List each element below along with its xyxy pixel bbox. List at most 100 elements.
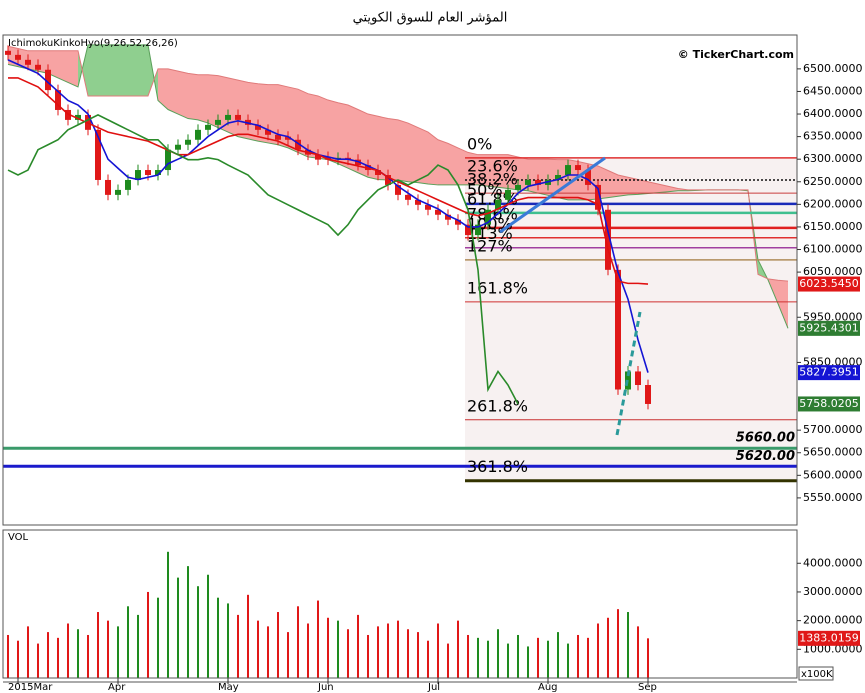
volume-bar (27, 626, 29, 678)
candle-body (5, 50, 11, 55)
fib-label: 38.2% (467, 170, 518, 189)
y-tick-label: 6350.0000 (803, 130, 863, 143)
candle-body (325, 156, 331, 160)
volume-bar (17, 640, 19, 678)
horizontal-line-label: 5620.00 (736, 449, 795, 464)
y-tick-label: 6050.0000 (803, 265, 863, 278)
cloud-segment (538, 159, 548, 196)
volume-bar (7, 634, 9, 678)
volume-bar (97, 612, 99, 678)
volume-panel-border (2, 529, 798, 679)
candle-body (255, 124, 261, 130)
candle-body (55, 90, 61, 110)
volume-bar (497, 629, 499, 678)
value-tag (798, 276, 860, 292)
volume-bar (377, 626, 379, 678)
volume-bar (557, 632, 559, 678)
candle-body (415, 199, 421, 205)
candle-body (505, 189, 511, 200)
indicator-line (7, 59, 649, 373)
volume-bar (287, 632, 289, 678)
volume-bar (227, 603, 229, 678)
candle-body (205, 124, 211, 130)
cloud-segment (438, 139, 448, 185)
volume-bar (487, 640, 489, 678)
candle-body (275, 134, 281, 140)
candle-body (485, 209, 491, 225)
volume-bar (447, 643, 449, 678)
cloud-segment (158, 68, 168, 110)
horizontal-line-label: 5660.00 (736, 431, 795, 446)
candle-body (375, 170, 381, 175)
volume-unit: x100K (801, 669, 833, 680)
volume-bar (107, 620, 109, 678)
value-tag-label: 5758.0205 (799, 397, 859, 410)
volume-bar (57, 637, 59, 678)
cloud-segment (478, 154, 488, 187)
axis-layer: IchimokuKinkoHyo(9,26,52,26,26) © Ticker… (8, 38, 863, 693)
candle-body (495, 199, 501, 210)
cloud-segment (88, 44, 98, 96)
volume-bar (207, 574, 209, 678)
cloud-segment (648, 181, 658, 194)
volume-bar (617, 609, 619, 678)
trend-line (615, 311, 642, 436)
candle-body (455, 219, 461, 225)
value-tag (798, 630, 860, 646)
cloud-segment (108, 44, 118, 96)
x-tick-label: 2015Mar (8, 682, 53, 693)
volume-bar (197, 586, 199, 678)
fib-band (465, 157, 797, 481)
volume-bar (457, 620, 459, 678)
y-tick-label: 6100.0000 (803, 243, 863, 256)
volume-bar (527, 646, 529, 678)
volume-title: VOL (8, 532, 29, 543)
cloud-segment (58, 50, 68, 83)
fib-label: 23.6% (467, 156, 518, 175)
cloud-segment (318, 95, 328, 160)
fib-label: 127% (467, 236, 513, 255)
x-tick-label: Apr (108, 682, 126, 693)
volume-bar (77, 629, 79, 678)
volume-bar (567, 643, 569, 678)
volume-bar (547, 640, 549, 678)
candle-body (125, 179, 131, 190)
x-tick-label: Aug (538, 682, 558, 693)
volume-bar (647, 638, 649, 678)
volume-bar (317, 600, 319, 678)
cloud-segment (488, 154, 498, 188)
fibonacci-layer: 5660.005620.000%23.6%38.2%50%61.8%78.6%1… (3, 134, 797, 483)
indicator-line (8, 77, 649, 285)
value-tag-label: 6023.5450 (799, 277, 859, 290)
candle-body (535, 179, 541, 185)
candle-body (445, 214, 451, 220)
y-tick-label: 6450.0000 (803, 84, 863, 97)
cloud-segment (98, 44, 108, 96)
candle-body (265, 129, 271, 135)
y-tick-label: 6400.0000 (803, 107, 863, 120)
cloud-segment (168, 68, 178, 115)
cloud-segment (268, 84, 278, 145)
y-tick-label: 6250.0000 (803, 175, 863, 188)
volume-bar (237, 614, 239, 678)
volume-bar (507, 643, 509, 678)
candle-body (235, 114, 241, 120)
value-tag (798, 396, 860, 412)
cloud-segment (118, 44, 128, 96)
volume-bar (307, 623, 309, 678)
candle-body (185, 139, 191, 145)
volume-bar (217, 597, 219, 678)
y-tick-label: 5650.0000 (803, 446, 863, 459)
fib-label: 261.8% (467, 396, 528, 415)
x-tick-label: Jun (317, 682, 334, 693)
cloud-segment (398, 119, 408, 182)
candle-body (165, 149, 171, 171)
volume-bar (437, 623, 439, 678)
cloud-segment (528, 159, 538, 194)
cloud-segment (778, 280, 788, 329)
candle-body (595, 184, 601, 210)
candle-body (95, 129, 101, 180)
volume-bar (427, 640, 429, 678)
cloud-segment (368, 114, 378, 180)
